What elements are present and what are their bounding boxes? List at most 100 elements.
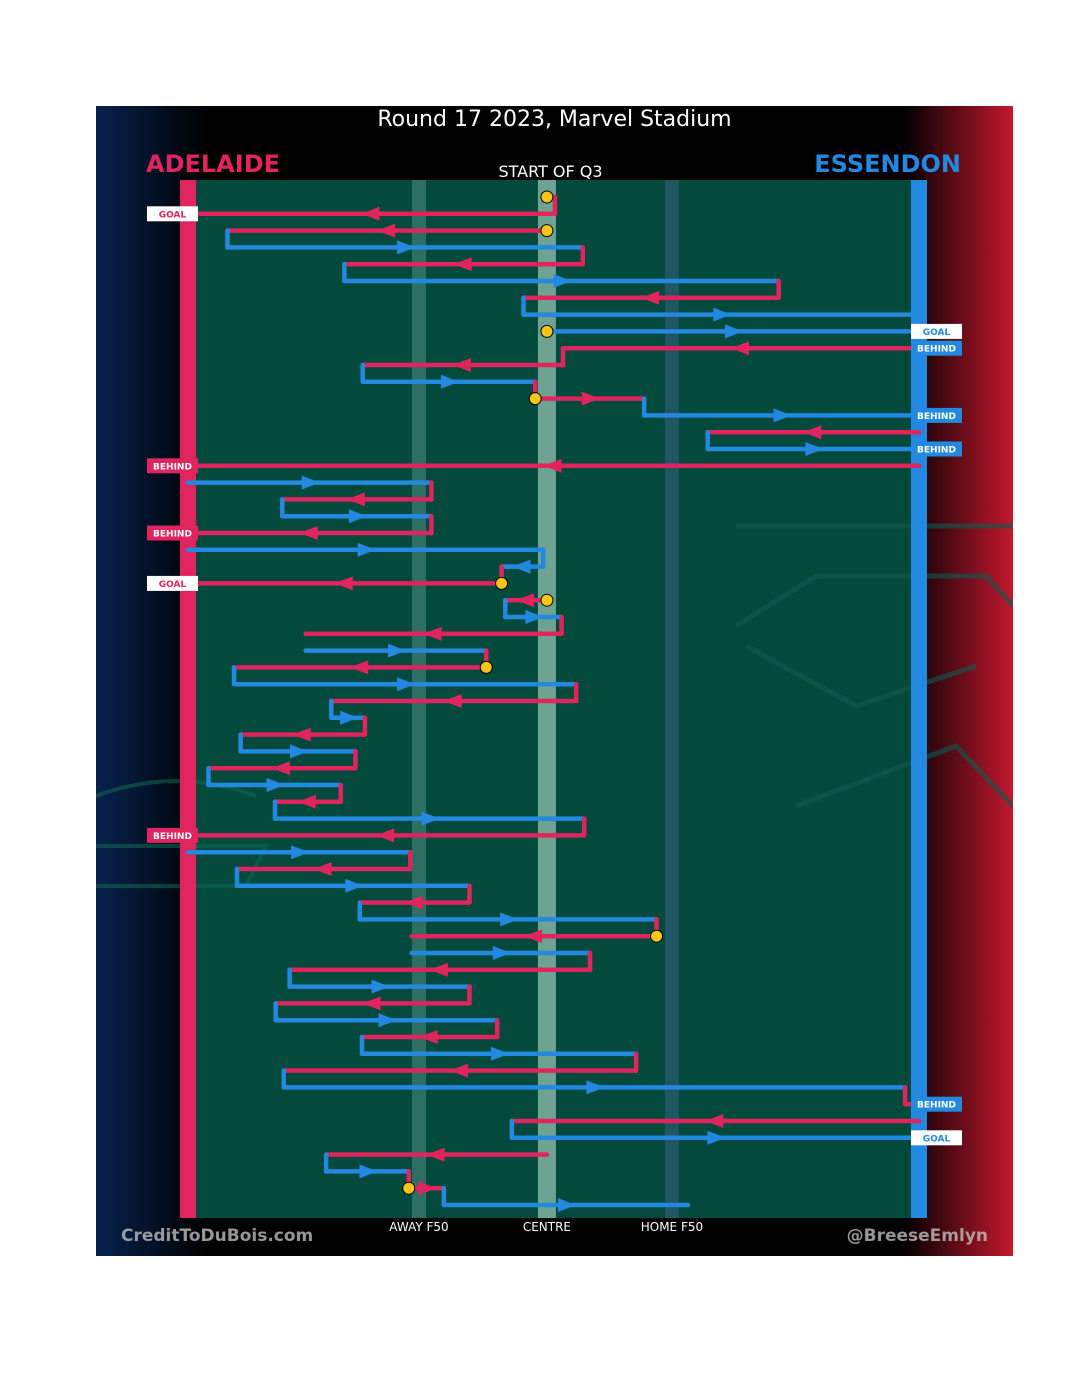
direction-arrow [443,694,462,708]
direction-arrow [377,223,396,238]
home-team-label: ADELAIDE [146,150,281,178]
essendon-goal-line [911,180,927,1218]
credit-left: CreditToDuBois.com [121,1226,314,1246]
direction-arrow [301,475,320,490]
centre-bounce-marker [479,660,493,674]
direction-arrow [387,643,406,658]
direction-arrow [418,1181,437,1196]
direction-arrow [397,677,416,692]
direction-arrow [731,341,750,356]
direction-arrow [491,1046,510,1061]
direction-arrow [313,862,332,876]
direction-arrow [397,240,416,255]
direction-arrow [429,962,448,977]
x-tick-centre: CENTRE [522,1220,571,1234]
centre-bounce-markers [402,190,664,1195]
direction-arrow [581,391,600,406]
adelaide-goal-line [180,180,196,1218]
direction-arrow [557,1198,576,1212]
outcome-labels: GOAL GOAL BEHIND BEHIND BEHIND BEHIND BEHIND GO… [147,206,962,1146]
centre-bounce-marker [402,1181,416,1195]
direction-arrow [586,1080,605,1095]
outcome-label: BEHIND [917,1101,956,1111]
direction-arrow [419,1030,438,1044]
direction-arrow [641,290,660,305]
outcome-badge [911,323,962,339]
direction-arrow [440,374,459,389]
chain-chart-panel: GOAL GOAL BEHIND BEHIND BEHIND BEHIND BEHIND GO… [96,106,1013,1256]
outcome-label: BEHIND [917,446,956,456]
direction-arrow [713,307,732,322]
direction-arrow [376,828,395,843]
centre-bounce-marker [540,324,554,338]
direction-arrow [357,542,376,557]
direction-arrow [290,744,309,759]
direction-arrow [500,912,519,927]
direction-arrow [805,442,824,456]
direction-arrow [492,946,511,960]
watermark-right [734,523,1013,809]
direction-arrow [271,761,290,776]
direction-arrow [297,794,316,809]
outcome-label: BEHIND [153,530,192,540]
period-label: START OF Q3 [498,162,603,181]
outcome-badge [147,827,198,843]
direction-arrow [359,1164,378,1179]
direction-arrow [516,593,535,608]
centre-bounce-marker [495,576,509,590]
credit-right: @BreeseEmlyn [846,1226,988,1246]
outcome-badge [911,1130,962,1146]
direction-arrow [512,559,531,574]
x-tick-home-f50: HOME F50 [640,1220,704,1234]
direction-arrow [340,710,359,725]
outcome-label: GOAL [159,580,187,590]
direction-arrow [453,257,472,272]
outcome-badge [147,206,198,222]
direction-arrow [452,358,471,372]
direction-arrow [292,727,311,742]
direction-arrow [346,492,365,507]
outcome-label: BEHIND [153,832,192,842]
centre-bounce-marker [540,224,554,238]
direction-arrow [361,206,380,221]
centre-bounce-marker [540,593,554,607]
direction-arrow [348,509,367,524]
direction-arrow [524,929,543,944]
outcome-badge [911,407,962,423]
direction-arrow [705,1114,724,1128]
outcome-badge [147,575,198,591]
direction-arrow [378,1013,397,1028]
direction-arrow [449,1063,468,1078]
direction-arrow [773,408,792,423]
x-tick-away-f50: AWAY F50 [389,1220,449,1234]
centre-bounce-marker [650,929,664,943]
direction-arrow [371,979,390,994]
direction-arrow [345,878,364,893]
chart-title: Round 17 2023, Marvel Stadium [377,107,732,132]
outcome-label: GOAL [923,1134,951,1144]
centre-bounce-marker [528,392,542,406]
direction-arrow [803,425,822,440]
outcome-badge [147,525,198,541]
direction-arrow [525,610,544,624]
direction-arrow [362,996,381,1011]
outcome-badge [911,340,962,356]
direction-arrow [334,576,353,591]
outcome-badge [911,441,962,457]
direction-arrow [724,324,743,339]
outcome-badge [147,458,198,474]
direction-arrow [543,458,562,473]
outcome-label: BEHIND [917,412,956,422]
direction-arrow [291,845,310,860]
centre-bounce-marker [540,190,554,204]
direction-arrow [404,895,423,910]
direction-arrow [299,526,318,540]
direction-arrow [426,1147,445,1162]
outcome-label: GOAL [159,210,187,220]
chain-chart: GOAL GOAL BEHIND BEHIND BEHIND BEHIND BEHIND GO… [96,106,1013,1256]
outcome-label: BEHIND [917,345,956,355]
outcome-badge [911,1096,962,1112]
direction-arrow [553,274,572,288]
direction-arrow [421,811,440,826]
outcome-label: BEHIND [153,462,192,472]
